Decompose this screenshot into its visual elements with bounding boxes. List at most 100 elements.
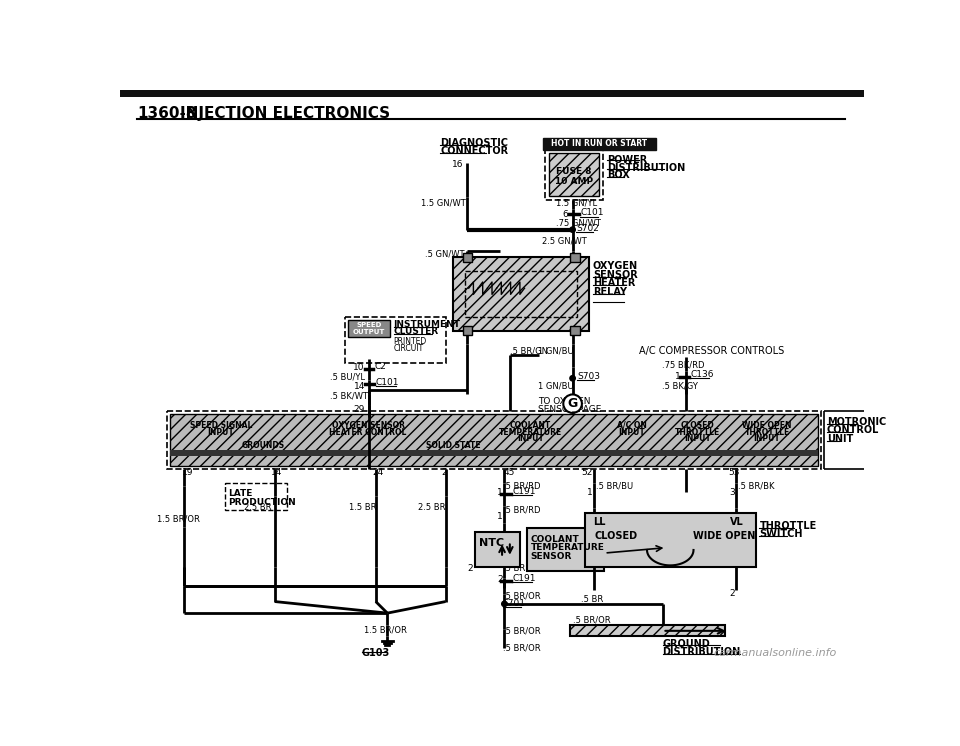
Bar xyxy=(475,532,520,567)
Text: PRODUCTION: PRODUCTION xyxy=(228,498,297,507)
Bar xyxy=(453,257,588,330)
Text: 53: 53 xyxy=(729,468,740,477)
Text: .5 BR/OR: .5 BR/OR xyxy=(572,615,611,624)
Text: INPUT: INPUT xyxy=(684,434,710,443)
Bar xyxy=(170,450,818,456)
Text: S702: S702 xyxy=(576,224,599,233)
Text: C191: C191 xyxy=(512,574,536,583)
Text: CLUSTER: CLUSTER xyxy=(394,327,439,336)
Text: 14: 14 xyxy=(271,468,282,477)
Text: SOLID STATE: SOLID STATE xyxy=(426,441,481,450)
Text: FUSE 8: FUSE 8 xyxy=(556,166,591,175)
Text: .5 BR/GN: .5 BR/GN xyxy=(510,347,548,356)
Bar xyxy=(569,624,725,636)
Text: 2: 2 xyxy=(729,589,734,598)
Text: HEATER CONTROL: HEATER CONTROL xyxy=(329,427,407,436)
Text: 1: 1 xyxy=(587,488,592,497)
Text: 1.5 BR/OR: 1.5 BR/OR xyxy=(157,515,200,524)
Bar xyxy=(527,528,605,571)
Text: TO OXYGEN: TO OXYGEN xyxy=(539,397,591,406)
Text: CLOSED: CLOSED xyxy=(594,531,637,541)
Bar xyxy=(225,483,287,510)
Text: .5 BR/RD: .5 BR/RD xyxy=(503,506,540,515)
Text: .5 BR/OR: .5 BR/OR xyxy=(503,592,540,601)
Text: 1360-7: 1360-7 xyxy=(539,414,570,423)
Text: GROUNDS: GROUNDS xyxy=(242,441,285,450)
Bar xyxy=(345,316,445,363)
Bar xyxy=(585,513,756,567)
Text: NTC: NTC xyxy=(479,539,504,548)
Text: .75 BK/RD: .75 BK/RD xyxy=(662,360,705,370)
Text: .5 BR/BK: .5 BR/BK xyxy=(737,482,774,491)
Text: SENSOR: SENSOR xyxy=(531,551,572,560)
Text: WIDE OPEN: WIDE OPEN xyxy=(693,531,756,541)
Text: THROTTLE: THROTTLE xyxy=(745,427,790,436)
Text: C101: C101 xyxy=(581,208,604,217)
Text: SPEED
OUTPUT: SPEED OUTPUT xyxy=(352,322,385,335)
Text: INSTRUMENT: INSTRUMENT xyxy=(394,320,461,329)
Bar xyxy=(548,154,599,195)
Text: .5 BU/YL: .5 BU/YL xyxy=(330,372,365,381)
Text: 2: 2 xyxy=(468,564,473,573)
Bar xyxy=(166,411,822,469)
Text: COOLANT: COOLANT xyxy=(531,535,580,544)
Text: DISTRIBUTION: DISTRIBUTION xyxy=(662,647,741,657)
Text: 1 GN/BU: 1 GN/BU xyxy=(539,347,574,356)
Text: POWER: POWER xyxy=(607,155,647,165)
Bar xyxy=(463,253,472,262)
Text: HOT IN RUN OR START: HOT IN RUN OR START xyxy=(551,140,647,148)
Text: 45: 45 xyxy=(504,468,515,477)
Bar xyxy=(465,272,577,316)
Text: G103: G103 xyxy=(362,648,390,658)
Text: CONTROL: CONTROL xyxy=(827,425,879,435)
Text: C101: C101 xyxy=(375,378,399,387)
Text: .5 BK/GY: .5 BK/GY xyxy=(662,381,698,390)
Text: 2.5 GN/WT: 2.5 GN/WT xyxy=(542,236,588,245)
Text: 1: 1 xyxy=(675,372,681,381)
Text: INPUT: INPUT xyxy=(517,434,544,443)
Text: THROTTLE: THROTTLE xyxy=(675,427,720,436)
Text: 1.5 BR: 1.5 BR xyxy=(348,503,376,513)
Text: .5 BR: .5 BR xyxy=(581,595,604,604)
Text: .5 BR/RD: .5 BR/RD xyxy=(503,482,540,491)
Text: VL: VL xyxy=(731,517,744,527)
Text: 16: 16 xyxy=(452,160,464,169)
Text: 10 AMP: 10 AMP xyxy=(555,178,593,186)
Text: 52: 52 xyxy=(581,468,592,477)
Text: INJECTION ELECTRONICS: INJECTION ELECTRONICS xyxy=(180,107,391,122)
Text: 24: 24 xyxy=(372,468,383,477)
Text: 6: 6 xyxy=(563,210,568,219)
Text: WIDE OPEN: WIDE OPEN xyxy=(742,421,792,430)
Text: CLOSED: CLOSED xyxy=(681,421,714,430)
Text: SENSOR: SENSOR xyxy=(592,270,637,280)
Text: .5 BR/OR: .5 BR/OR xyxy=(503,643,540,652)
Circle shape xyxy=(502,601,507,606)
Bar xyxy=(348,320,391,336)
Text: S703: S703 xyxy=(577,372,600,381)
Text: BOX: BOX xyxy=(607,170,630,181)
Text: SWITCH: SWITCH xyxy=(759,529,803,539)
Text: C136: C136 xyxy=(690,370,714,379)
Text: RELAY: RELAY xyxy=(592,286,627,297)
Text: G: G xyxy=(567,397,578,410)
Text: 1: 1 xyxy=(497,488,503,497)
Text: .5 GN/WT: .5 GN/WT xyxy=(424,249,464,258)
Text: .5 BK/WT: .5 BK/WT xyxy=(330,392,368,401)
Bar xyxy=(570,326,580,335)
Text: INPUT: INPUT xyxy=(618,427,645,436)
Text: PRINTED: PRINTED xyxy=(394,336,427,345)
Text: 1: 1 xyxy=(497,513,503,521)
Text: 2: 2 xyxy=(497,574,503,583)
Text: A/C COMPRESSOR CONTROLS: A/C COMPRESSOR CONTROLS xyxy=(639,346,784,357)
Text: .5 BR/OR: .5 BR/OR xyxy=(503,627,540,636)
Text: 1.5 GN/YL: 1.5 GN/YL xyxy=(557,199,597,208)
Text: carmanualsonline.info: carmanualsonline.info xyxy=(713,648,837,658)
Bar xyxy=(120,90,864,97)
Text: COOLANT: COOLANT xyxy=(510,421,551,430)
Text: 1360-8: 1360-8 xyxy=(137,107,197,122)
Text: LL: LL xyxy=(592,517,605,527)
Text: .75 GN/WT: .75 GN/WT xyxy=(557,219,601,228)
Text: CONNECTOR: CONNECTOR xyxy=(440,145,508,156)
Text: 10: 10 xyxy=(353,363,365,372)
Bar xyxy=(463,326,472,335)
